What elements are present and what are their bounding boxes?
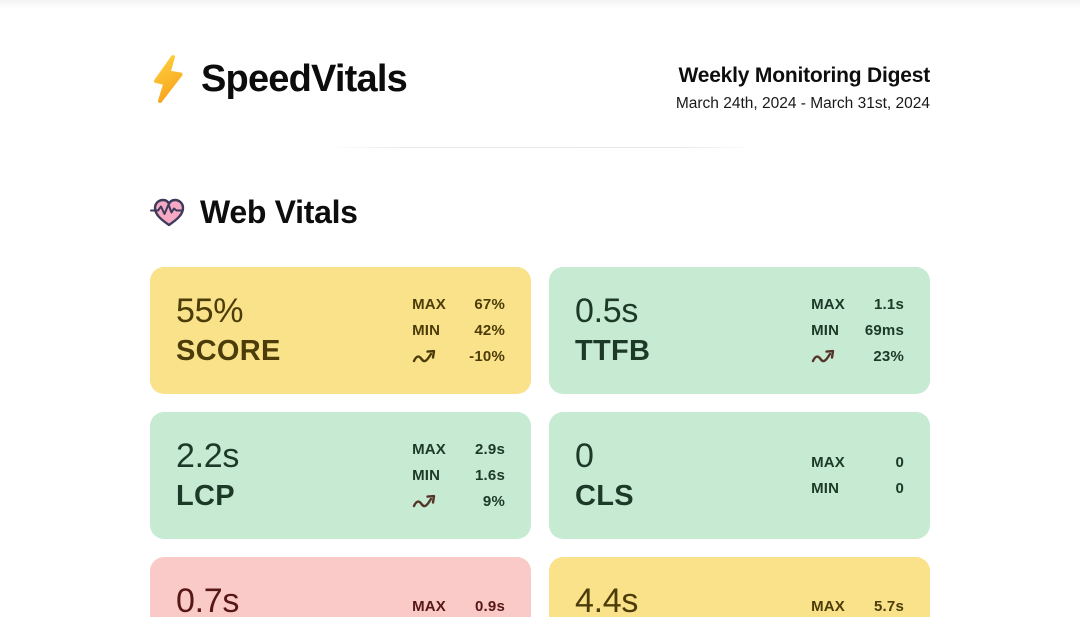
max-label: MAX <box>811 296 845 313</box>
metric-value: 0.5s <box>575 292 639 330</box>
metric-card-lcp: 2.2s LCP MAX 2.9s MIN 1.6s 9% <box>150 412 531 539</box>
metric-stats: MAX 2.9s MIN 1.6s 9% <box>412 441 505 510</box>
max-label: MAX <box>412 296 446 313</box>
metric-card-score: 55% SCORE MAX 67% MIN 42% -10% <box>150 267 531 394</box>
digest-header: Weekly Monitoring Digest March 24th, 202… <box>676 54 930 113</box>
max-value: 1.1s <box>874 296 904 313</box>
min-label: MIN <box>412 322 441 339</box>
min-label: MIN <box>412 467 441 484</box>
metric-value: 0 <box>575 437 594 475</box>
digest-date-range: March 24th, 2024 - March 31st, 2024 <box>675 95 930 112</box>
header-divider <box>327 147 753 148</box>
metric-label: TTFB <box>575 335 651 367</box>
metric-stats: MAX 67% MIN 42% -10% <box>412 296 505 365</box>
min-value: 69ms <box>864 322 904 339</box>
max-value: 2.9s <box>475 441 505 458</box>
min-value: 42% <box>474 322 505 339</box>
trend-value: -10% <box>469 348 505 365</box>
max-label: MAX <box>412 598 446 615</box>
metric-main: 4.4s <box>575 582 638 617</box>
metric-value: 55% <box>176 292 244 330</box>
trend-up-icon <box>412 494 437 509</box>
max-value: 0.9s <box>475 598 505 615</box>
metric-main: 0.7s <box>176 582 239 617</box>
max-label: MAX <box>412 441 446 458</box>
lightning-bolt-icon <box>150 54 186 104</box>
metric-card-5: 0.7s MAX 0.9s <box>150 557 531 617</box>
metric-value: 4.4s <box>575 582 639 617</box>
heart-pulse-icon <box>150 195 187 230</box>
metric-stats: MAX 1.1s MIN 69ms 23% <box>811 296 904 365</box>
masthead: SpeedVitals Weekly Monitoring Digest Mar… <box>150 54 930 113</box>
metric-main: 0.5s TTFB <box>575 292 650 369</box>
min-value: 0 <box>895 480 904 497</box>
metric-main: 0 CLS <box>575 437 634 514</box>
trend-up-icon <box>412 349 437 364</box>
metric-cards-grid: 55% SCORE MAX 67% MIN 42% -10% 0.5 <box>150 267 930 617</box>
metric-value: 0.7s <box>176 582 240 617</box>
metric-main: 55% SCORE <box>176 292 281 369</box>
brand-name: SpeedVitals <box>201 57 408 100</box>
metric-stats: MAX 5.7s <box>811 598 904 615</box>
trend-value: 9% <box>482 493 505 510</box>
max-value: 5.7s <box>874 598 904 615</box>
min-value: 1.6s <box>475 467 505 484</box>
metric-stats: MAX 0.9s <box>412 598 505 615</box>
min-label: MIN <box>811 322 840 339</box>
email-digest-page: SpeedVitals Weekly Monitoring Digest Mar… <box>150 0 930 617</box>
max-label: MAX <box>811 454 845 471</box>
max-label: MAX <box>811 598 845 615</box>
section-title: Web Vitals <box>200 194 358 230</box>
metric-main: 2.2s LCP <box>176 437 239 514</box>
metric-label: CLS <box>575 480 634 512</box>
trend-value: 23% <box>873 348 904 365</box>
digest-title: Weekly Monitoring Digest <box>678 64 930 87</box>
max-value: 67% <box>474 296 505 313</box>
metric-card-cls: 0 CLS MAX 0 MIN 0 <box>549 412 930 539</box>
trend-up-icon <box>811 349 836 364</box>
metric-card-6: 4.4s MAX 5.7s <box>549 557 930 617</box>
metric-value: 2.2s <box>176 437 240 475</box>
section-header: Web Vitals <box>150 194 930 231</box>
metric-stats: MAX 0 MIN 0 <box>811 454 904 497</box>
metric-card-ttfb: 0.5s TTFB MAX 1.1s MIN 69ms 23% <box>549 267 930 394</box>
metric-label: SCORE <box>176 335 281 367</box>
max-value: 0 <box>895 454 904 471</box>
min-label: MIN <box>811 480 840 497</box>
metric-label: LCP <box>176 480 235 512</box>
brand-logo[interactable]: SpeedVitals <box>150 54 408 104</box>
